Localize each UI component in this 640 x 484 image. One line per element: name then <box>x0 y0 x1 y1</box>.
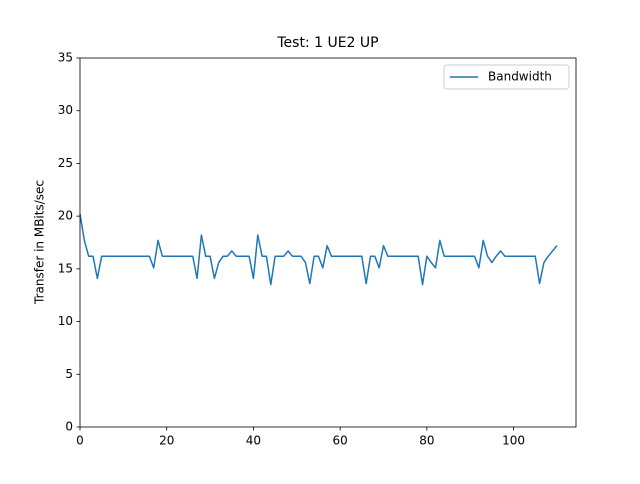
legend-label: Bandwidth <box>488 70 552 84</box>
y-tick-label: 10 <box>58 314 73 328</box>
y-tick-label: 35 <box>58 51 73 65</box>
y-tick-label: 15 <box>58 261 73 275</box>
y-tick-label: 5 <box>65 367 73 381</box>
x-tick-label: 100 <box>502 434 525 448</box>
x-tick-label: 80 <box>419 434 434 448</box>
x-tick-label: 20 <box>159 434 174 448</box>
y-tick-label: 20 <box>58 209 73 223</box>
y-axis-label: Transfer in MBits/sec <box>33 180 47 305</box>
chart-title: Test: 1 UE2 UP <box>276 35 378 51</box>
y-tick-label: 25 <box>58 156 73 170</box>
x-tick-label: 40 <box>246 434 261 448</box>
y-tick-label: 0 <box>65 420 73 434</box>
plot-frame <box>79 57 577 428</box>
x-tick-label: 60 <box>332 434 347 448</box>
legend-box <box>443 64 570 90</box>
line <box>79 213 558 286</box>
y-tick-label: 30 <box>58 103 73 117</box>
x-tick-label: 0 <box>76 434 84 448</box>
